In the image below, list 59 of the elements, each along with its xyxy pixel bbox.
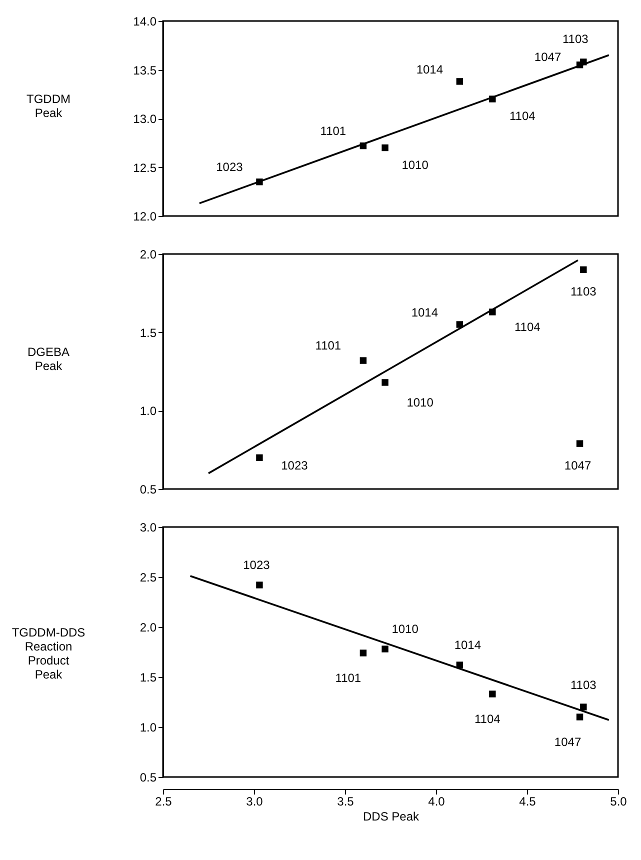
annotation: 1103 [570, 678, 597, 692]
x-tick-label: 3.5 [337, 794, 354, 808]
annotation: 1014 [454, 638, 482, 652]
y-tick-label: 1.0 [140, 404, 157, 418]
y-tick-label: 3.0 [140, 520, 157, 534]
y-tick-label: 1.5 [140, 326, 157, 340]
annotation: 1023 [281, 458, 308, 473]
annotation: 1023 [243, 558, 270, 572]
y-tick-label: 2.0 [140, 248, 157, 262]
annotation: 1104 [514, 320, 541, 334]
x-tick-label: 3.0 [246, 794, 264, 808]
annotation: 1103 [562, 32, 589, 46]
y-tick-label: 2.0 [140, 620, 157, 634]
y-tick-label: 0.5 [140, 482, 157, 496]
annotation: 1014 [411, 306, 438, 320]
annotation: 1010 [392, 622, 419, 636]
y-tick-label: 14.0 [133, 14, 157, 28]
annotation: 1047 [564, 458, 592, 473]
point [360, 357, 367, 364]
annotation: 1101 [335, 671, 362, 685]
point [382, 379, 388, 386]
annotation: 1010 [406, 395, 434, 410]
annotation: 1010 [402, 158, 429, 172]
point [360, 650, 367, 656]
x-tick-label: 5.0 [610, 794, 628, 808]
point [382, 646, 388, 652]
y-tick-label: 1.5 [140, 670, 157, 684]
y-tick-label: 2.5 [140, 570, 157, 584]
x-tick-label: 4.0 [428, 794, 446, 808]
point [256, 582, 263, 588]
annotation: 1101 [315, 338, 342, 353]
point [382, 144, 388, 152]
annotation: 1101 [320, 124, 346, 138]
y-axis-title: DGEBA Peak [27, 345, 70, 373]
point [456, 78, 464, 85]
x-axis-title: DDS Peak [362, 810, 420, 824]
annotation: 1023 [216, 160, 244, 174]
point [489, 690, 496, 698]
y-tick-label: 13.5 [133, 63, 157, 78]
y-tick-label: 1.0 [140, 720, 157, 734]
y-tick-label: 13.0 [133, 112, 157, 126]
annotation: 1047 [554, 735, 582, 749]
point [576, 440, 584, 447]
y-tick-label: 12.0 [133, 210, 157, 224]
y-tick-label: 0.5 [140, 770, 157, 784]
y-axis-title: TGDDM Peak [26, 92, 70, 120]
annotation: 1014 [416, 62, 444, 76]
x-tick-label: 4.5 [519, 794, 536, 808]
annotation: 1104 [474, 712, 501, 726]
annotation: 1047 [534, 50, 562, 64]
annotation: 1103 [570, 284, 597, 299]
point [580, 704, 587, 710]
y-tick-label: 12.5 [133, 160, 157, 175]
point [576, 714, 584, 720]
x-tick-label: 2.5 [155, 794, 172, 808]
annotation: 1104 [510, 109, 536, 123]
y-axis-title: TGDDM-DDS Reaction Product Peak [12, 626, 86, 682]
point [256, 454, 263, 462]
point [580, 266, 587, 274]
